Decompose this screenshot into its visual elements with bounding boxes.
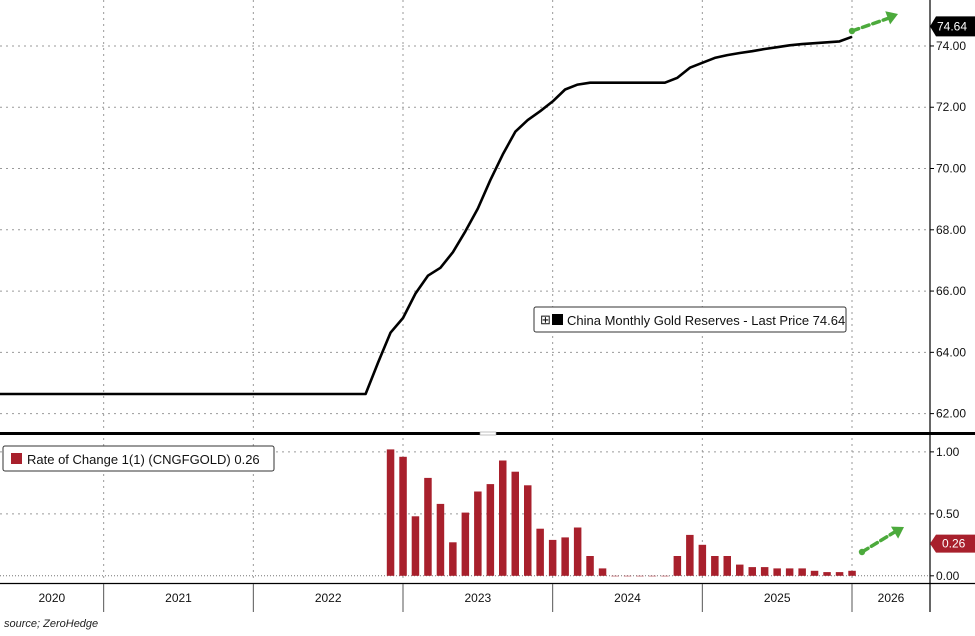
line-legend-label: China Monthly Gold Reserves - Last Price… (567, 313, 845, 328)
roc-bar (848, 570, 856, 576)
line-legend: ⊞ China Monthly Gold Reserves - Last Pric… (533, 306, 847, 333)
legend-expand-icon: ⊞ (540, 312, 551, 327)
x-tick-label: 2021 (165, 591, 192, 605)
source-label: source; ZeroHedge (4, 618, 98, 630)
roc-bar (561, 537, 569, 576)
roc-bar (524, 485, 532, 576)
x-tick-label: 2022 (315, 591, 342, 605)
bar-legend: Rate of Change 1(1) (CNGFGOLD) 0.26 (2, 445, 275, 472)
bottom-arrow-shaft (860, 528, 900, 554)
roc-bar (461, 512, 470, 576)
line-legend-box (533, 306, 847, 333)
gold-reserves-line (0, 35, 853, 396)
roc-bar (760, 567, 769, 576)
roc-bar (748, 567, 756, 576)
roc-bar (386, 449, 395, 576)
panel-divider-handle (479, 431, 497, 436)
roc-bar (785, 568, 794, 576)
line-series (0, 35, 853, 396)
roc-bar (536, 528, 544, 576)
roc-bar (411, 516, 420, 576)
bar-legend-box (2, 445, 275, 472)
axes: 2020 2021 2022 2023 2024 2025 2026 62.00 64.00 66… (0, 0, 975, 612)
arrows (848, 11, 904, 556)
roc-bar (424, 477, 432, 576)
roc-bar (835, 572, 844, 576)
y-tick-label: 64.00 (936, 345, 966, 359)
roc-bar (773, 568, 781, 576)
roc-bar (511, 471, 519, 576)
roc-bar (499, 460, 507, 576)
roc-bar (623, 575, 632, 577)
x-tick-label: 2025 (764, 591, 791, 605)
top-arrow-shaft (850, 15, 894, 33)
y-tick-label: 66.00 (936, 284, 966, 298)
roc-bar (474, 491, 482, 576)
roc-bar (449, 542, 457, 576)
y-tick-label: 72.00 (936, 100, 966, 114)
last-roc-badge (930, 534, 975, 553)
x-tick-label: 2026 (878, 591, 905, 605)
y-tick-label: 0.00 (936, 569, 960, 583)
bottom-arrow-icon (890, 526, 904, 539)
roc-bar (586, 556, 594, 576)
y-tick-label: 62.00 (936, 407, 966, 421)
roc-bar (686, 534, 694, 576)
bar-legend-swatch (11, 453, 22, 464)
y-tick-label: 74.00 (936, 39, 966, 53)
roc-bar (648, 575, 657, 577)
roc-bar (723, 556, 731, 576)
last-roc-label: 0.26 (942, 537, 966, 551)
legends: ⊞ China Monthly Gold Reserves - Last Pric… (2, 306, 847, 472)
roc-bar (736, 564, 744, 576)
line-legend-swatch (552, 314, 563, 325)
roc-bar (698, 544, 707, 576)
bar-series (386, 449, 856, 577)
last-price-label: 74.64 (937, 19, 967, 33)
roc-bar (661, 575, 669, 577)
roc-bar (673, 556, 682, 576)
x-tick-label: 2023 (464, 591, 491, 605)
roc-bar (636, 575, 644, 577)
roc-bar (486, 484, 495, 576)
y-tick-label: 70.00 (936, 162, 966, 176)
y-tick-label: 68.00 (936, 223, 966, 237)
roc-bar (611, 575, 619, 577)
bottom-arrow-dot (858, 548, 866, 556)
roc-bar (598, 568, 607, 576)
roc-bar (436, 503, 445, 576)
roc-bar (573, 527, 582, 576)
bar-legend-label: Rate of Change 1(1) (CNGFGOLD) 0.26 (27, 452, 260, 467)
top-arrow-icon (885, 11, 898, 25)
roc-bar (711, 556, 719, 576)
roc-bar (548, 539, 557, 576)
y-tick-label: 0.50 (936, 507, 960, 521)
x-tick-label: 2020 (38, 591, 65, 605)
roc-bar (810, 570, 819, 576)
x-tick-label: 2024 (614, 591, 641, 605)
roc-bar (823, 572, 831, 576)
roc-bar (798, 568, 806, 576)
roc-bar (399, 456, 407, 576)
top-arrow-dot (848, 27, 856, 35)
y-tick-label: 1.00 (936, 445, 960, 459)
last-price-badge (930, 16, 975, 37)
grid (0, 0, 930, 582)
